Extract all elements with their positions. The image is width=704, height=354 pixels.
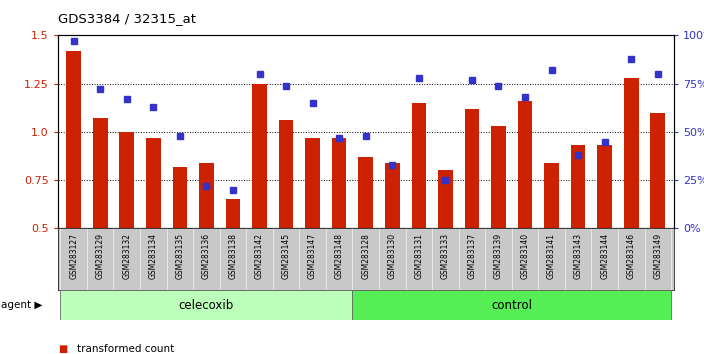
Bar — [306, 138, 320, 228]
Text: GSM283138: GSM283138 — [229, 233, 237, 279]
Text: GSM283135: GSM283135 — [175, 233, 184, 279]
Bar — [412, 103, 426, 228]
Text: GSM283146: GSM283146 — [627, 233, 636, 279]
Bar — [226, 199, 240, 228]
Text: GSM283148: GSM283148 — [334, 233, 344, 279]
Text: GSM283134: GSM283134 — [149, 233, 158, 279]
Bar — [438, 170, 453, 228]
Bar — [624, 78, 639, 228]
Text: GSM283132: GSM283132 — [122, 233, 131, 279]
Bar — [146, 138, 161, 228]
Text: ■: ■ — [58, 344, 67, 354]
Text: agent ▶: agent ▶ — [1, 300, 43, 310]
Bar — [385, 163, 400, 228]
Bar — [544, 163, 559, 228]
Bar — [120, 132, 134, 228]
Text: GSM283137: GSM283137 — [467, 233, 477, 279]
Text: GSM283141: GSM283141 — [547, 233, 556, 279]
Text: GSM283144: GSM283144 — [601, 233, 609, 279]
Text: GSM283133: GSM283133 — [441, 233, 450, 279]
Text: GSM283129: GSM283129 — [96, 233, 105, 279]
Text: GSM283139: GSM283139 — [494, 233, 503, 279]
Text: GSM283136: GSM283136 — [202, 233, 211, 279]
Text: control: control — [491, 299, 532, 312]
Text: GSM283131: GSM283131 — [415, 233, 423, 279]
Bar — [252, 84, 267, 228]
Bar — [598, 145, 612, 228]
Bar — [199, 163, 214, 228]
Bar — [491, 126, 505, 228]
Bar — [465, 109, 479, 228]
Bar — [353, 290, 671, 320]
Text: GSM283142: GSM283142 — [255, 233, 264, 279]
Text: GSM283130: GSM283130 — [388, 233, 397, 279]
Bar — [332, 138, 346, 228]
Text: GSM283149: GSM283149 — [653, 233, 662, 279]
Text: GSM283145: GSM283145 — [282, 233, 291, 279]
Bar — [172, 167, 187, 228]
Text: GSM283147: GSM283147 — [308, 233, 317, 279]
Bar — [358, 157, 373, 228]
Text: GSM283127: GSM283127 — [69, 233, 78, 279]
Bar — [61, 290, 353, 320]
Bar — [650, 113, 665, 228]
Text: GSM283140: GSM283140 — [520, 233, 529, 279]
Bar — [571, 145, 586, 228]
Text: GSM283128: GSM283128 — [361, 233, 370, 279]
Bar — [66, 51, 81, 228]
Text: celecoxib: celecoxib — [179, 299, 234, 312]
Text: GSM283143: GSM283143 — [574, 233, 583, 279]
Text: GDS3384 / 32315_at: GDS3384 / 32315_at — [58, 12, 196, 25]
Bar — [279, 120, 294, 228]
Bar — [517, 101, 532, 228]
Bar — [93, 118, 108, 228]
Text: transformed count: transformed count — [77, 344, 175, 354]
